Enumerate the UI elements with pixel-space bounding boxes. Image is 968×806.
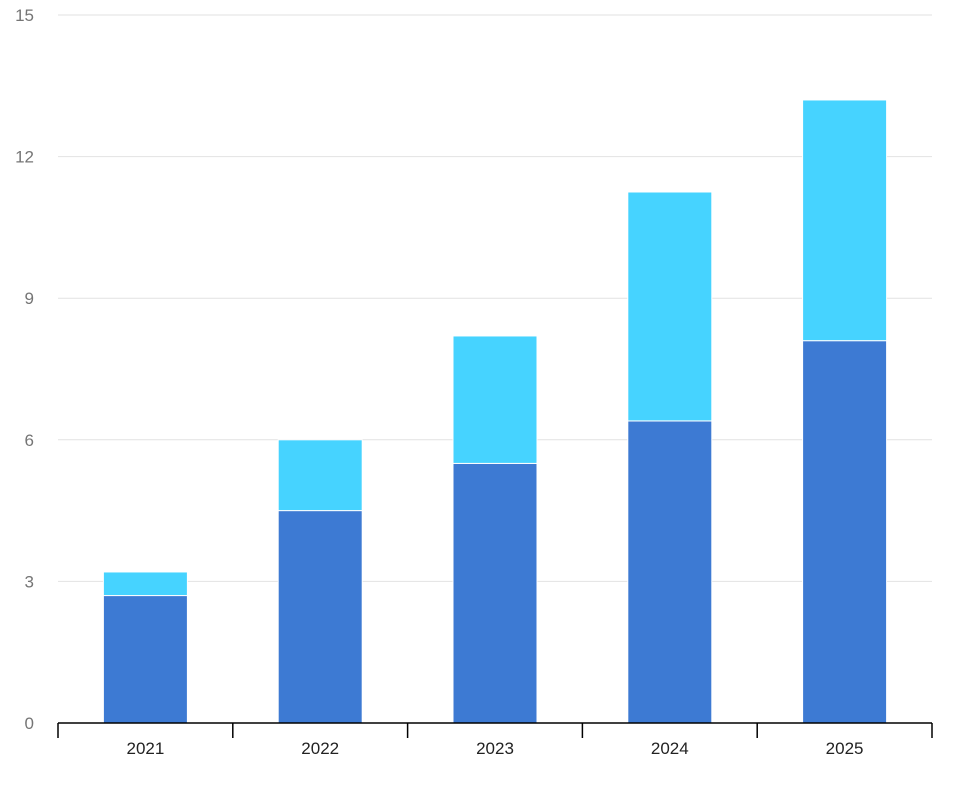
x-tick-label: 2025 — [826, 739, 864, 758]
bar-2021-segment-1 — [102, 595, 188, 724]
y-axis-labels: 0 3 6 9 12 15 — [15, 6, 34, 733]
x-axis-labels: 2021 2022 2023 2024 2025 — [126, 739, 863, 758]
x-tick-label: 2023 — [476, 739, 514, 758]
y-tick-label: 6 — [25, 431, 34, 450]
bar-2023-segment-2 — [452, 335, 538, 464]
bar-2025-segment-2 — [802, 99, 888, 342]
bar-2025-segment-1 — [802, 340, 888, 724]
bar-2021-segment-2 — [102, 571, 188, 597]
x-tick-label: 2022 — [301, 739, 339, 758]
y-tick-label: 15 — [15, 6, 34, 25]
x-axis — [57, 722, 933, 738]
bar-2022-segment-1 — [277, 510, 363, 724]
bar-2022-segment-2 — [277, 439, 363, 512]
y-tick-label: 0 — [25, 714, 34, 733]
y-tick-label: 9 — [25, 289, 34, 308]
gridlines — [58, 14, 932, 582]
x-tick-label: 2021 — [126, 739, 164, 758]
y-tick-label: 12 — [15, 148, 34, 167]
y-tick-label: 3 — [25, 572, 34, 591]
bar-2024-segment-2 — [627, 191, 713, 422]
bar-2024-segment-1 — [627, 420, 713, 724]
x-tick-label: 2024 — [651, 739, 689, 758]
bar-2023-segment-1 — [452, 462, 538, 724]
bars — [102, 99, 888, 724]
